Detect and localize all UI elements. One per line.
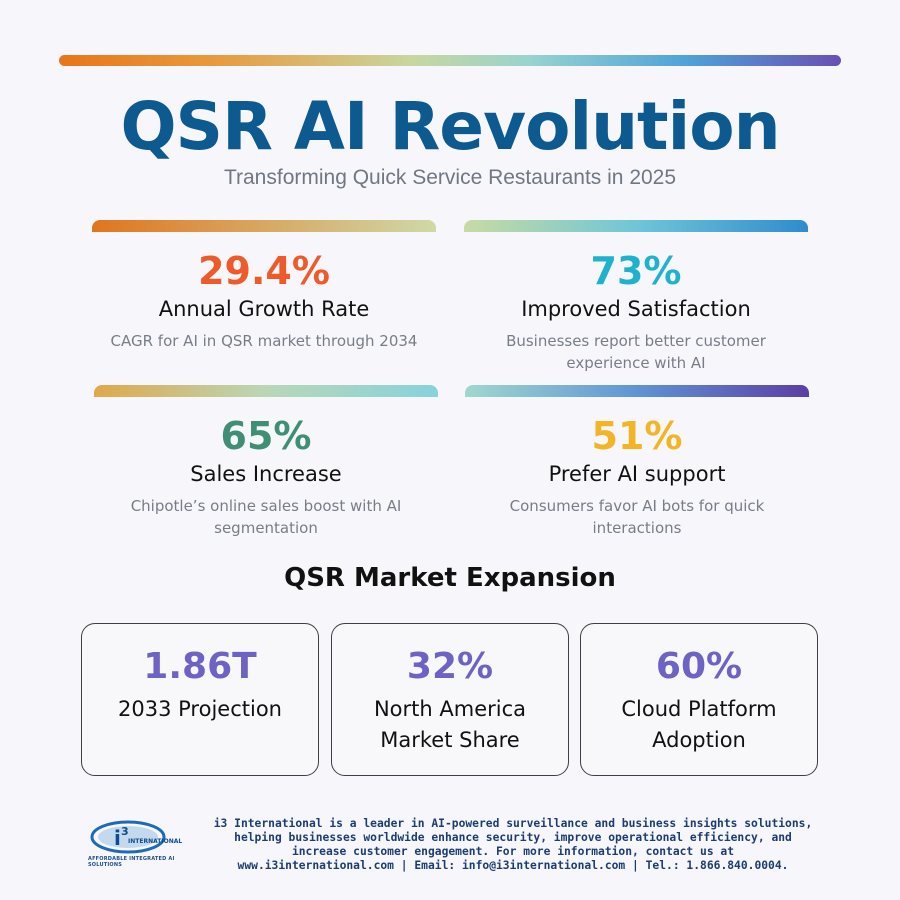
stat-description: Consumers favor AI bots for quick intera… (509, 497, 765, 537)
page-subtitle: Transforming Quick Service Restaurants i… (223, 166, 677, 189)
footer-text: i3 International is a leader in AI-power… (213, 817, 813, 872)
stat-label: Prefer AI support (548, 462, 726, 486)
stat-prefer-ai-support: 51% Prefer AI support Consumers favor AI… (465, 385, 809, 539)
card-value: 60% (655, 646, 743, 687)
stat-value: 51% (591, 414, 683, 458)
i3-international-logo: i 3 INTERNATIONAL (90, 820, 182, 854)
card-value: 32% (406, 646, 494, 687)
stat-description: Chipotle’s online sales boost with AI se… (130, 497, 402, 537)
stat-label: Annual Growth Rate (158, 297, 370, 321)
stat-value: 73% (590, 249, 682, 293)
stat-description: CAGR for AI in QSR market through 2034 (110, 332, 418, 350)
card-label: North America Market Share (373, 697, 527, 752)
stat-description: Businesses report better customer experi… (506, 332, 766, 372)
stat-accent-bar (92, 220, 436, 232)
card-label: 2033 Projection (118, 697, 282, 721)
svg-text:i: i (114, 826, 121, 850)
top-gradient-bar (59, 55, 841, 66)
card-projection: 1.86T 2033 Projection (81, 623, 319, 776)
stat-value: 65% (220, 414, 312, 458)
stat-label: Sales Increase (190, 462, 342, 486)
stat-annual-growth: 29.4% Annual Growth Rate CAGR for AI in … (92, 220, 436, 352)
stat-value: 29.4% (198, 249, 330, 293)
stat-improved-satisfaction: 73% Improved Satisfaction Businesses rep… (464, 220, 808, 374)
section-title-market-expansion: QSR Market Expansion (284, 563, 616, 593)
logo-tagline: AFFORDABLE INTEGRATED AI SOLUTIONS (88, 856, 175, 868)
stat-accent-bar (464, 220, 808, 232)
svg-text:INTERNATIONAL: INTERNATIONAL (128, 838, 182, 845)
stat-accent-bar (465, 385, 809, 397)
stat-accent-bar (94, 385, 438, 397)
stat-sales-increase: 65% Sales Increase Chipotle’s online sal… (94, 385, 438, 539)
card-value: 1.86T (143, 646, 257, 687)
card-label: Cloud Platform Adoption (621, 697, 777, 752)
card-cloud-adoption: 60% Cloud Platform Adoption (580, 623, 818, 776)
card-market-share: 32% North America Market Share (331, 623, 569, 776)
svg-text:3: 3 (121, 825, 129, 838)
stat-label: Improved Satisfaction (521, 297, 751, 321)
page-title: QSR AI Revolution (120, 88, 780, 165)
